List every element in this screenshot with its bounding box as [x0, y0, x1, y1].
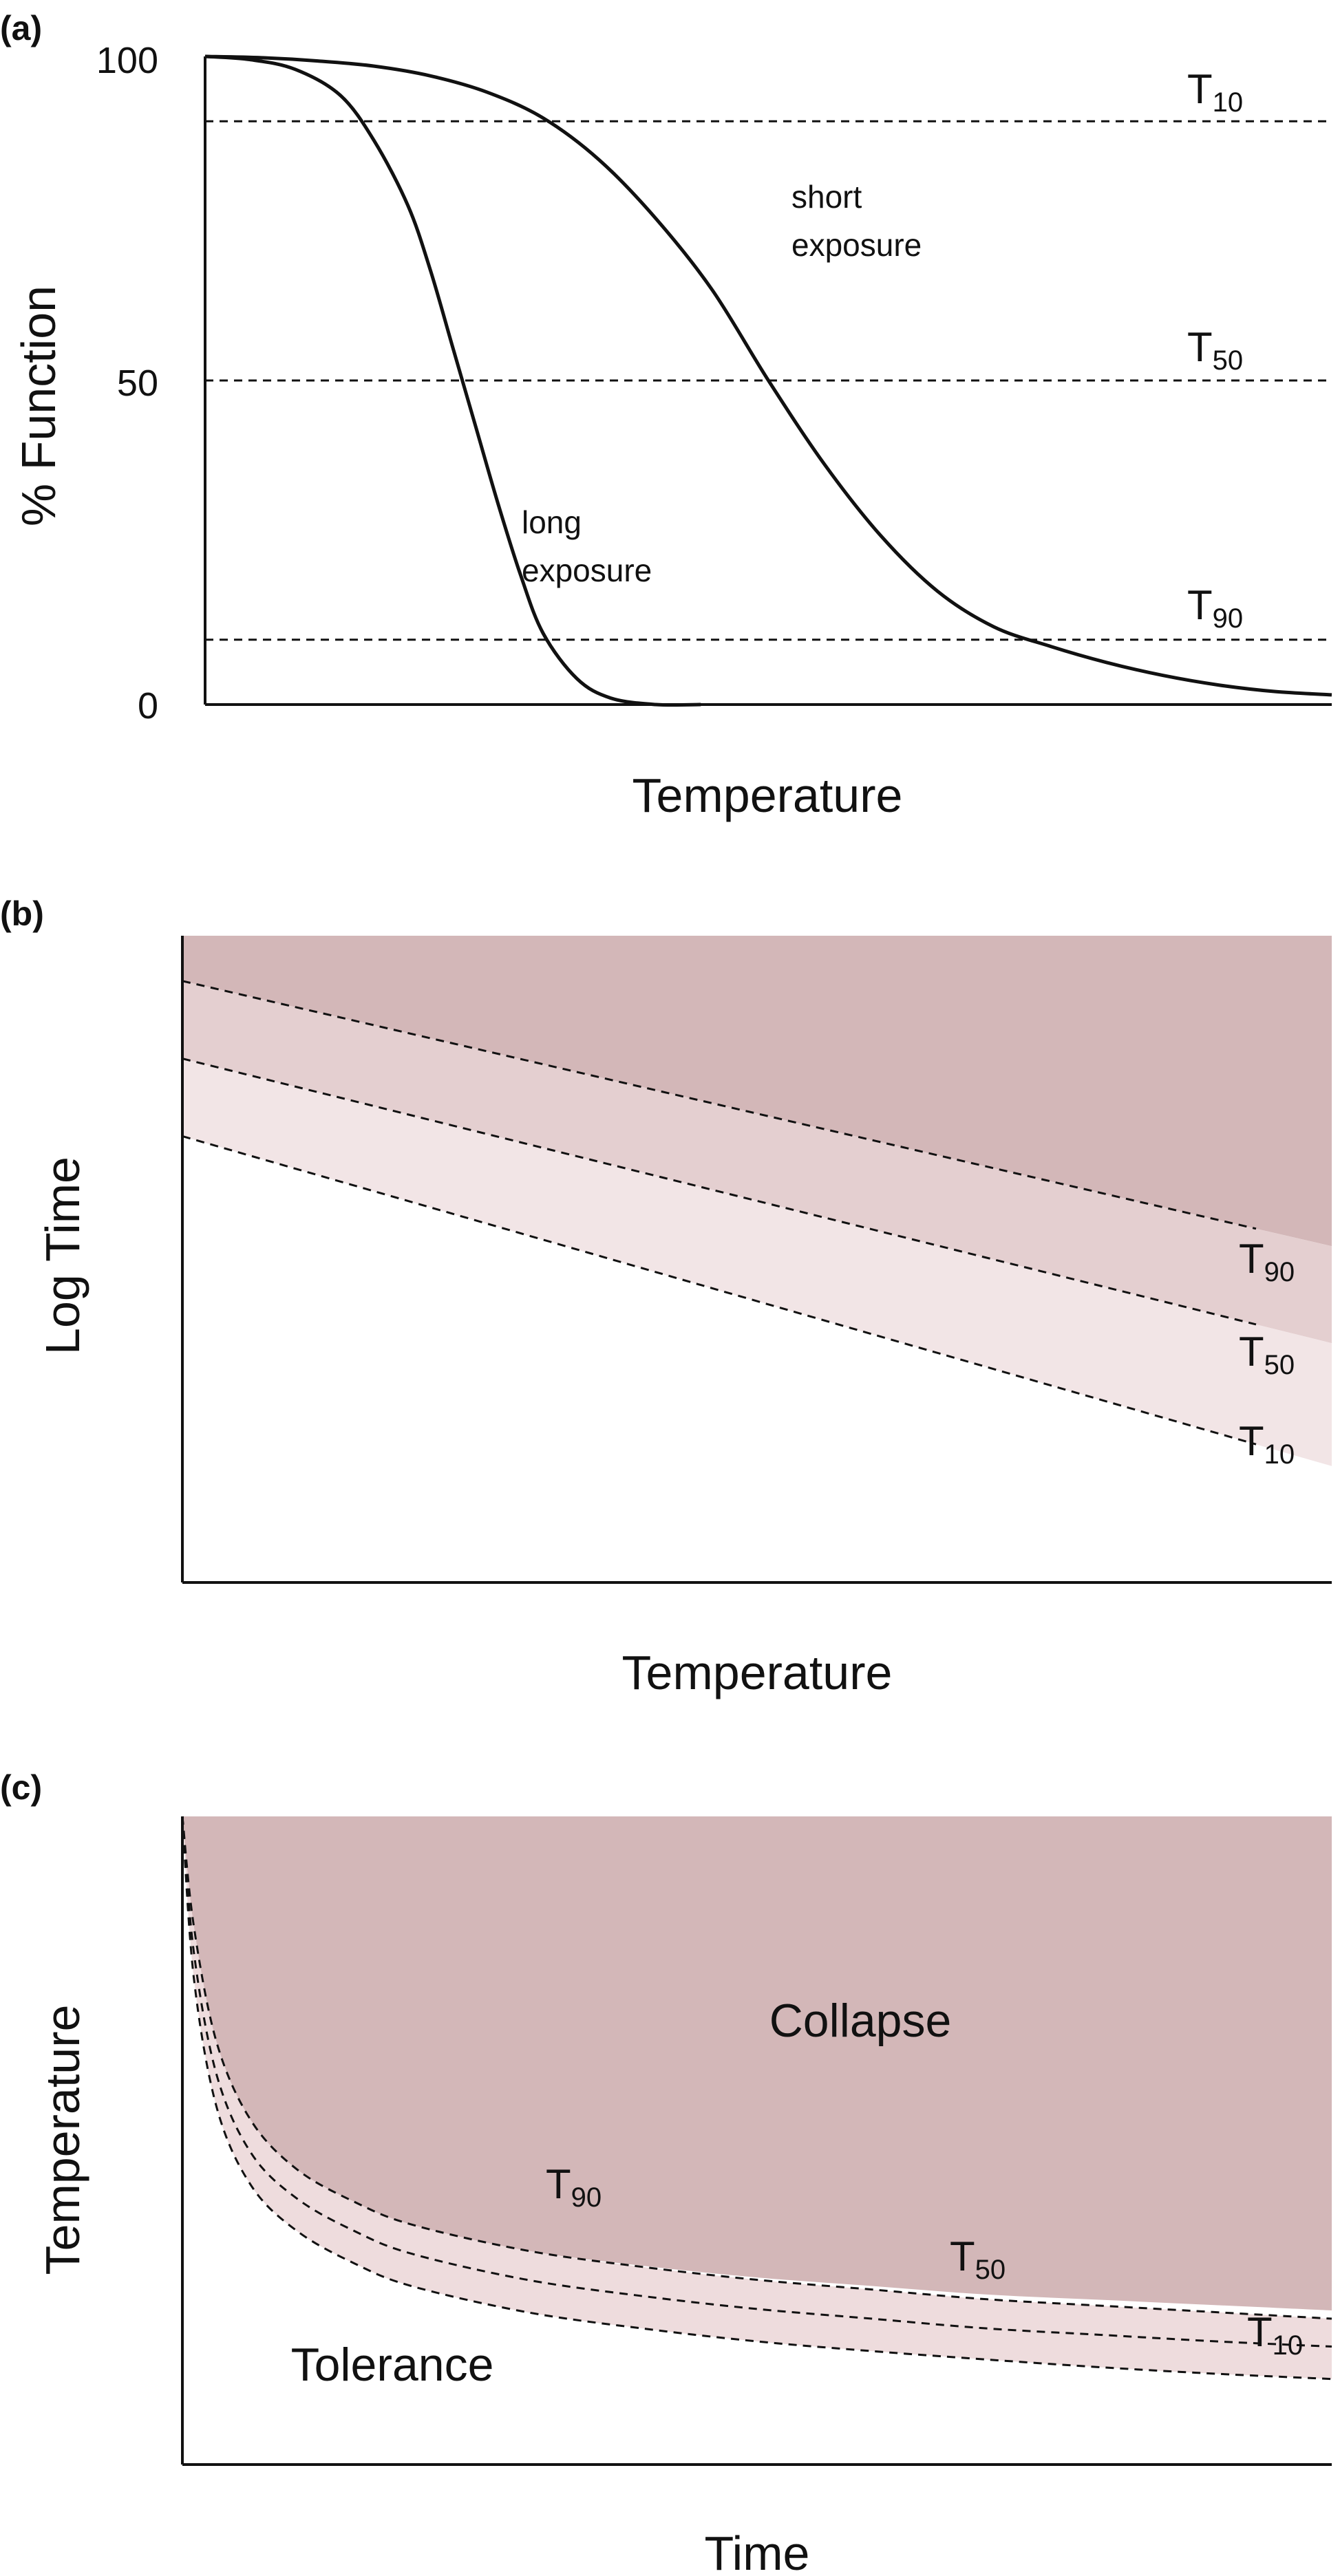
a-threshold-labels: T10 T50 T90 [1187, 66, 1243, 634]
c-threshold-labels: T90 T50 T10 [546, 2161, 1303, 2361]
a-curve-short-exposure [204, 54, 1332, 697]
a-y-tick-100: 100 [96, 40, 158, 81]
c-x-axis-title: Time [705, 2526, 810, 2576]
b-band-t50-t90 [182, 980, 1332, 1344]
c-bands [182, 1816, 1332, 2379]
a-x-axis-title: Temperature [632, 769, 903, 822]
b-threshold-line-10 [182, 1135, 1257, 1446]
c-threshold-label-90: T90 [546, 2161, 602, 2213]
b-x-axis-title: Temperature [622, 1646, 893, 1699]
c-threshold-line-10 [181, 1816, 1332, 2381]
c-threshold-label-50: T50 [950, 2233, 1006, 2285]
panel-a-letter: (a) [0, 9, 42, 47]
b-threshold-label-50: T50 [1239, 1329, 1295, 1380]
c-threshold-line-50 [181, 1816, 1332, 2348]
c-y-axis-title: Temperature [36, 2005, 89, 2275]
panel-b: (b) T90 T50 T10 Temperature Log Time [0, 894, 1332, 1699]
b-threshold-line-90 [182, 980, 1257, 1230]
a-threshold-label-90: T90 [1187, 582, 1243, 634]
c-threshold-label-10: T10 [1247, 2309, 1303, 2361]
b-bands [182, 936, 1332, 1466]
a-threshold-label-50: T50 [1187, 324, 1243, 376]
a-curves [204, 54, 1332, 707]
panel-c-letter: (c) [0, 1768, 42, 1807]
panel-a: (a) 100 50 0 T10 T50 T90 short exposure lo… [0, 9, 1332, 822]
a-label-exposure-long: exposure [522, 552, 652, 588]
b-y-axis-title: Log Time [36, 1157, 89, 1355]
b-threshold-line-50 [182, 1058, 1257, 1326]
b-band-t10-t50 [182, 1058, 1332, 1466]
a-label-exposure-short: exposure [791, 227, 922, 263]
b-band-above-t90 [182, 936, 1332, 1247]
c-threshold-lines [181, 1816, 1332, 2381]
c-band-transition [182, 1816, 1332, 2379]
a-curve-long-exposure [204, 54, 701, 707]
panel-b-letter: (b) [0, 894, 44, 933]
a-label-short: short [791, 179, 862, 215]
c-band-collapse [182, 1816, 1332, 2311]
b-threshold-lines [182, 980, 1257, 1446]
b-threshold-labels: T90 T50 T10 [1239, 1236, 1295, 1470]
a-y-tick-50: 50 [117, 363, 158, 404]
c-threshold-line-90 [181, 1816, 1332, 2320]
a-y-axis-title: % Function [12, 286, 65, 526]
a-y-tick-0: 0 [138, 685, 158, 727]
a-threshold-label-10: T10 [1187, 66, 1243, 118]
a-label-long: long [522, 504, 582, 540]
b-threshold-label-10: T10 [1239, 1418, 1295, 1470]
c-region-tolerance: Tolerance [291, 2339, 494, 2391]
b-threshold-label-90: T90 [1239, 1236, 1295, 1287]
c-region-collapse: Collapse [769, 1995, 952, 2047]
panel-c: (c) T90 T50 T10 Collapse Tolerance Time Te… [0, 1768, 1332, 2576]
